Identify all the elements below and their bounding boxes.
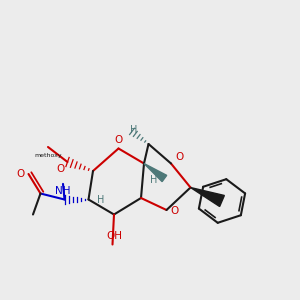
Text: NH: NH bbox=[55, 186, 71, 196]
Text: methoxy: methoxy bbox=[34, 154, 62, 158]
Polygon shape bbox=[190, 188, 224, 206]
Text: O: O bbox=[176, 152, 184, 163]
Text: O: O bbox=[16, 169, 24, 179]
Text: H: H bbox=[150, 175, 157, 185]
Text: H: H bbox=[97, 195, 104, 205]
Text: O: O bbox=[57, 164, 65, 174]
Text: H: H bbox=[130, 124, 138, 135]
Text: O: O bbox=[171, 206, 179, 217]
Text: O: O bbox=[114, 135, 123, 145]
Polygon shape bbox=[144, 164, 167, 181]
Text: OH: OH bbox=[106, 231, 122, 241]
